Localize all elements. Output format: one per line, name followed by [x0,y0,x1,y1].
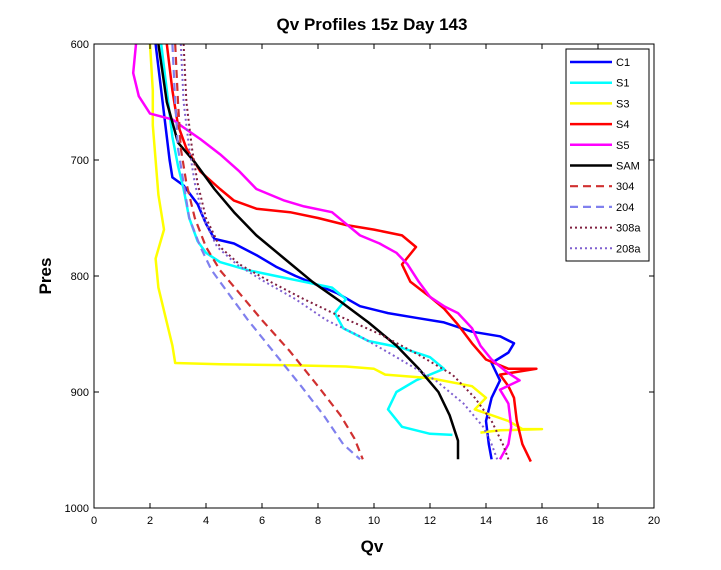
x-axis-label: Qv [361,537,384,556]
legend-label-s4: S4 [616,119,629,131]
x-tick-label: 12 [424,515,436,527]
legend: C1 S1 S3 S4 S5 SAM 304 204 308a 208a [565,48,650,262]
ticks-layer: 0 2 4 6 8 10 12 14 16 18 20 600 700 800 900 1000 [65,39,661,527]
series-line-204 [171,44,361,461]
x-tick-label: 6 [259,515,265,527]
legend-label-c1: C1 [616,57,630,69]
legend-label-208a: 208a [616,243,641,255]
x-tick-label: 14 [480,515,492,527]
y-tick-label: 1000 [65,503,89,515]
series-line-s4 [165,44,538,463]
x-tick-label: 2 [147,515,153,527]
y-tick-label: 900 [71,387,89,399]
series-line-s3 [148,44,544,434]
y-tick-label: 700 [71,155,89,167]
series-line-304 [174,44,364,460]
x-tick-label: 4 [203,515,209,527]
legend-label-204: 204 [616,202,634,214]
legend-label-sam: SAM [616,161,640,173]
series-line-208a [179,44,499,460]
series-layer [131,44,544,463]
series-line-308a [182,44,510,460]
legend-label-304: 304 [616,181,634,193]
x-tick-label: 16 [536,515,548,527]
x-tick-label: 18 [592,515,604,527]
chart-title: Qv Profiles 15z Day 143 [277,15,468,34]
y-tick-label: 800 [71,271,89,283]
legend-label-s3: S3 [616,98,629,110]
x-tick-label: 20 [648,515,660,527]
y-axis-label: Pres [36,258,55,295]
x-tick-label: 0 [91,515,97,527]
legend-box [565,48,650,262]
y-tick-label: 600 [71,39,89,51]
x-tick-label: 10 [368,515,380,527]
legend-label-s5: S5 [616,140,629,152]
series-line-sam [157,44,460,460]
x-tick-label: 8 [315,515,321,527]
legend-label-s1: S1 [616,78,629,90]
legend-label-308a: 308a [616,223,641,235]
